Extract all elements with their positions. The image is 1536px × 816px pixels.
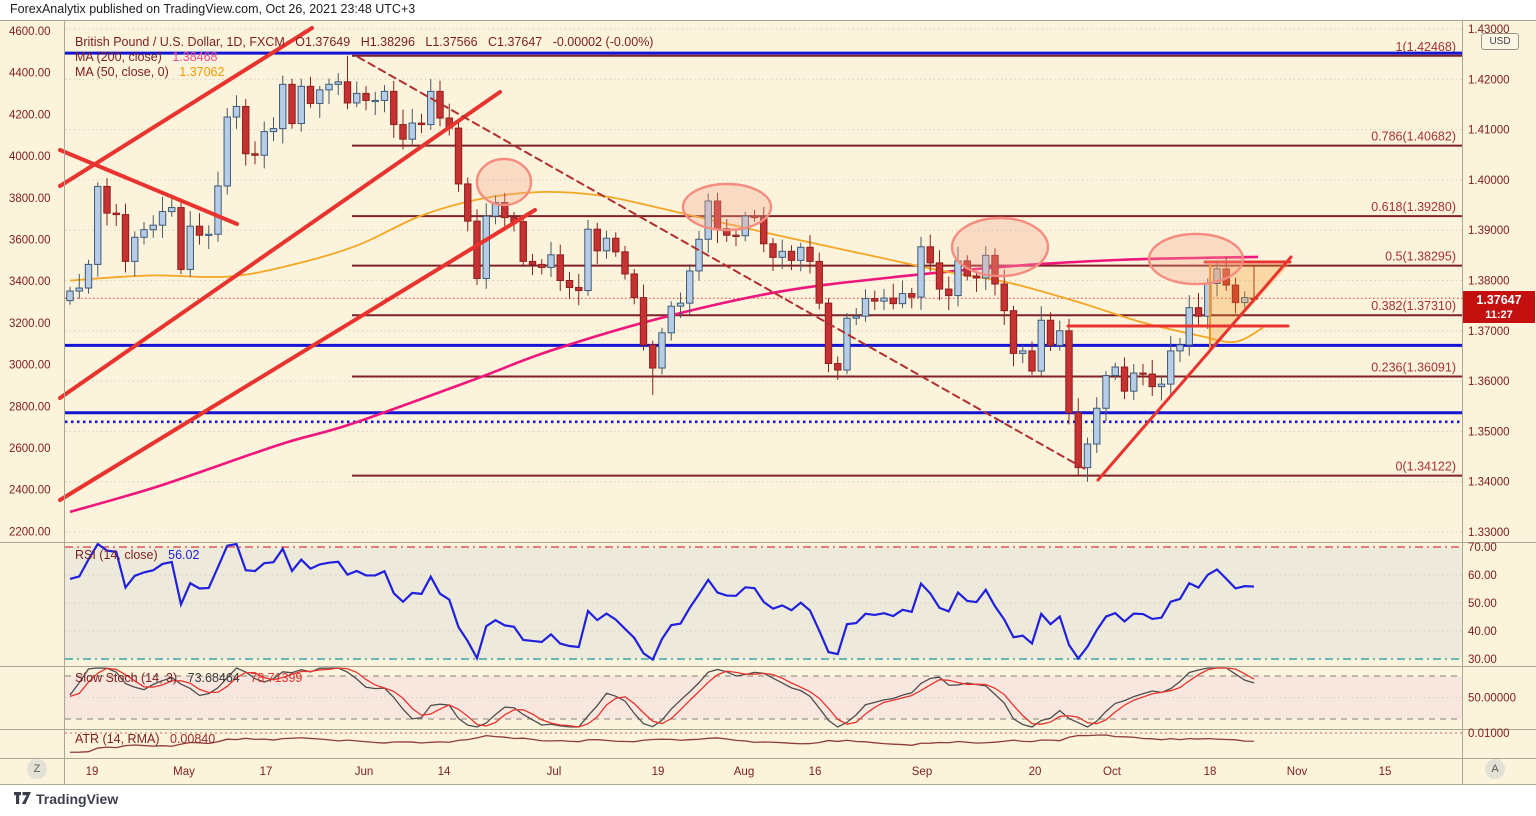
svg-text:60.00: 60.00 <box>1468 570 1497 582</box>
svg-text:May: May <box>173 766 195 778</box>
svg-text:3000.00: 3000.00 <box>9 360 51 372</box>
svg-text:1(1.42468): 1(1.42468) <box>1396 40 1456 54</box>
ohlc-low: L1.37566 <box>425 35 478 49</box>
svg-text:50.00000: 50.00000 <box>1468 693 1516 705</box>
svg-text:17: 17 <box>260 766 273 778</box>
svg-text:Oct: Oct <box>1103 766 1122 778</box>
svg-text:0.786(1.40682): 0.786(1.40682) <box>1371 130 1456 144</box>
ma200-value: 1.38468 <box>172 50 218 64</box>
svg-text:19: 19 <box>86 766 99 778</box>
svg-text:1.35000: 1.35000 <box>1468 426 1510 438</box>
ma50-label: MA (50, close, 0) <box>75 65 169 79</box>
symbol-legend-row[interactable]: British Pound / U.S. Dollar, 1D, FXCM O1… <box>75 35 660 49</box>
svg-text:4200.00: 4200.00 <box>9 109 51 121</box>
rsi-label: RSI (14, close) <box>75 548 158 562</box>
ohlc-close: C1.37647 <box>488 35 543 49</box>
atr-legend-row[interactable]: ATR (14, RMA) 0.00840 <box>75 732 222 746</box>
stoch-legend-row[interactable]: Slow Stoch (14, 3) 73.68464 78.71399 <box>75 671 309 685</box>
timescale-z-button[interactable]: Z <box>27 759 47 779</box>
svg-text:2600.00: 2600.00 <box>9 443 51 455</box>
svg-text:1.33000: 1.33000 <box>1468 527 1510 539</box>
svg-text:30.00: 30.00 <box>1468 654 1497 666</box>
ohlc-change: -0.00002 (-0.00%) <box>552 35 654 49</box>
svg-text:1.42000: 1.42000 <box>1468 74 1510 86</box>
svg-text:4000.00: 4000.00 <box>9 151 51 163</box>
svg-text:14: 14 <box>438 766 451 778</box>
svg-text:50.00: 50.00 <box>1468 598 1497 610</box>
stoch-d-value: 78.71399 <box>250 671 303 685</box>
svg-text:70.00: 70.00 <box>1468 542 1497 554</box>
svg-text:0.5(1.38295): 0.5(1.38295) <box>1385 250 1456 264</box>
svg-text:1.37000: 1.37000 <box>1468 326 1510 338</box>
svg-text:15: 15 <box>1379 766 1392 778</box>
svg-text:3400.00: 3400.00 <box>9 276 51 288</box>
svg-text:4400.00: 4400.00 <box>9 68 51 80</box>
svg-text:2200.00: 2200.00 <box>9 526 51 538</box>
tradingview-logo-icon <box>14 791 31 804</box>
svg-text:Aug: Aug <box>734 766 754 778</box>
svg-text:1.34000: 1.34000 <box>1468 477 1510 489</box>
last-price-value: 1.37647 <box>1476 293 1522 307</box>
publish-header: ForexAnalytix published on TradingView.c… <box>10 2 416 16</box>
currency-usd-badge[interactable]: USD <box>1481 33 1519 50</box>
atr-value: 0.00840 <box>169 732 216 746</box>
svg-text:2400.00: 2400.00 <box>9 485 51 497</box>
bar-countdown: 11:27 <box>1485 309 1513 321</box>
svg-text:3800.00: 3800.00 <box>9 193 51 205</box>
svg-text:Nov: Nov <box>1287 766 1308 778</box>
svg-text:1.39000: 1.39000 <box>1468 225 1510 237</box>
svg-text:4600.00: 4600.00 <box>9 26 51 38</box>
svg-text:18: 18 <box>1204 766 1217 778</box>
svg-text:0.236(1.36091): 0.236(1.36091) <box>1371 361 1456 375</box>
svg-text:1.36000: 1.36000 <box>1468 376 1510 388</box>
svg-text:3600.00: 3600.00 <box>9 235 51 247</box>
svg-text:0(1.34122): 0(1.34122) <box>1396 460 1456 474</box>
svg-text:20: 20 <box>1029 766 1042 778</box>
svg-text:Jul: Jul <box>547 766 562 778</box>
symbol-title: British Pound / U.S. Dollar, 1D, FXCM <box>75 35 285 49</box>
ma200-label: MA (200, close) <box>75 50 162 64</box>
svg-text:1.40000: 1.40000 <box>1468 175 1510 187</box>
ma200-legend-row[interactable]: MA (200, close) 1.38468 <box>75 50 225 64</box>
svg-text:1.41000: 1.41000 <box>1468 125 1510 137</box>
ohlc-open: O1.37649 <box>295 35 351 49</box>
svg-text:40.00: 40.00 <box>1468 626 1497 638</box>
tradingview-logo[interactable]: TradingView <box>14 791 118 807</box>
rsi-value: 56.02 <box>168 548 200 562</box>
stoch-label: Slow Stoch (14, 3) <box>75 671 178 685</box>
stoch-k-value: 73.68464 <box>187 671 240 685</box>
svg-text:0.382(1.37310): 0.382(1.37310) <box>1371 299 1456 313</box>
last-price-badge[interactable]: 1.37647 11:27 <box>1463 291 1535 323</box>
ma50-legend-row[interactable]: MA (50, close, 0) 1.37062 <box>75 65 231 79</box>
svg-text:1.38000: 1.38000 <box>1468 276 1510 288</box>
tradingview-logo-text: TradingView <box>36 791 119 807</box>
atr-label: ATR (14, RMA) <box>75 732 160 746</box>
svg-text:16: 16 <box>809 766 822 778</box>
ohlc-high: H1.38296 <box>360 35 415 49</box>
ma50-value: 1.37062 <box>179 65 225 79</box>
svg-text:0.618(1.39280): 0.618(1.39280) <box>1371 200 1456 214</box>
svg-text:0.01000: 0.01000 <box>1468 728 1510 740</box>
svg-text:Jun: Jun <box>355 766 374 778</box>
svg-text:3200.00: 3200.00 <box>9 318 51 330</box>
svg-text:2800.00: 2800.00 <box>9 401 51 413</box>
rsi-legend-row[interactable]: RSI (14, close) 56.02 <box>75 548 206 562</box>
svg-text:19: 19 <box>652 766 665 778</box>
svg-text:Sep: Sep <box>912 766 932 778</box>
autoscale-a-button[interactable]: A <box>1485 759 1505 779</box>
